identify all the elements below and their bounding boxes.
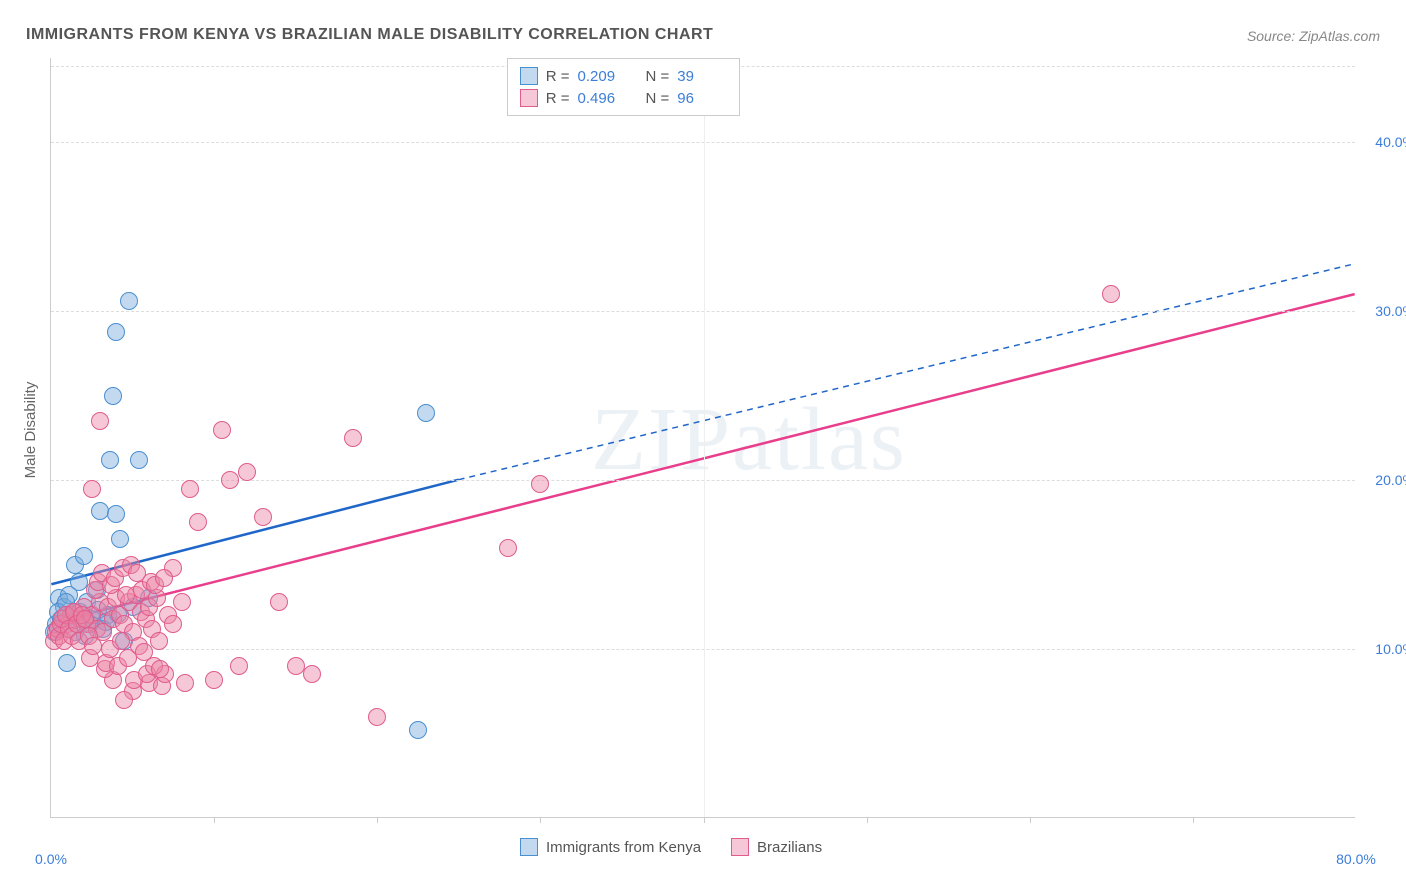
xtick-label: 80.0% bbox=[1336, 851, 1376, 867]
scatter-point-kenya bbox=[107, 323, 125, 341]
scatter-point-kenya bbox=[409, 721, 427, 739]
scatter-point-brazilians bbox=[221, 471, 239, 489]
scatter-point-brazilians bbox=[368, 708, 386, 726]
legend-swatch-brazilians bbox=[731, 838, 749, 856]
series-legend-label-brazilians: Brazilians bbox=[757, 839, 822, 856]
trendline-kenya-dashed bbox=[459, 264, 1355, 480]
y-axis-label: Male Disability bbox=[22, 382, 39, 479]
scatter-point-kenya bbox=[417, 404, 435, 422]
series-legend: Immigrants from Kenya Brazilians bbox=[520, 838, 822, 856]
scatter-point-brazilians bbox=[213, 421, 231, 439]
scatter-point-brazilians bbox=[230, 657, 248, 675]
scatter-point-brazilians bbox=[1102, 285, 1120, 303]
scatter-point-brazilians bbox=[270, 593, 288, 611]
n-label: N = bbox=[646, 68, 670, 85]
xtick-minor bbox=[377, 817, 378, 823]
scatter-point-brazilians bbox=[531, 475, 549, 493]
scatter-point-brazilians bbox=[344, 429, 362, 447]
scatter-point-brazilians bbox=[83, 480, 101, 498]
legend-swatch-kenya bbox=[520, 67, 538, 85]
xtick-minor bbox=[867, 817, 868, 823]
xtick-minor bbox=[1193, 817, 1194, 823]
scatter-point-brazilians bbox=[91, 412, 109, 430]
xtick-minor bbox=[540, 817, 541, 823]
xtick-label: 0.0% bbox=[35, 851, 67, 867]
scatter-point-brazilians bbox=[205, 671, 223, 689]
correlation-legend-row-brazilians: R = 0.496 N = 96 bbox=[520, 87, 728, 109]
scatter-point-brazilians bbox=[254, 508, 272, 526]
chart-title: IMMIGRANTS FROM KENYA VS BRAZILIAN MALE … bbox=[26, 26, 713, 44]
scatter-point-kenya bbox=[101, 451, 119, 469]
xtick-minor bbox=[214, 817, 215, 823]
plot-area: ZIPatlas 10.0%20.0%30.0%40.0%0.0%80.0% bbox=[50, 58, 1355, 818]
source-label: Source: bbox=[1247, 28, 1299, 44]
scatter-point-brazilians bbox=[499, 539, 517, 557]
watermark-text: ZIPatlas bbox=[591, 388, 907, 491]
scatter-point-kenya bbox=[111, 530, 129, 548]
scatter-point-kenya bbox=[91, 502, 109, 520]
scatter-point-kenya bbox=[58, 654, 76, 672]
n-value-brazilians: 96 bbox=[677, 90, 727, 107]
scatter-point-kenya bbox=[130, 451, 148, 469]
xtick-minor bbox=[704, 817, 705, 823]
correlation-legend: R = 0.209 N = 39 R = 0.496 N = 96 bbox=[507, 58, 741, 116]
scatter-point-brazilians bbox=[181, 480, 199, 498]
xtick-minor bbox=[1030, 817, 1031, 823]
legend-swatch-brazilians bbox=[520, 89, 538, 107]
r-value-brazilians: 0.496 bbox=[578, 90, 628, 107]
scatter-point-brazilians bbox=[155, 569, 173, 587]
scatter-point-brazilians bbox=[84, 637, 102, 655]
scatter-point-brazilians bbox=[151, 660, 169, 678]
scatter-point-brazilians bbox=[189, 513, 207, 531]
legend-swatch-kenya bbox=[520, 838, 538, 856]
ytick-label: 10.0% bbox=[1375, 641, 1406, 657]
scatter-point-brazilians bbox=[112, 632, 130, 650]
r-value-kenya: 0.209 bbox=[578, 68, 628, 85]
scatter-point-brazilians bbox=[117, 586, 135, 604]
r-label: R = bbox=[546, 68, 570, 85]
scatter-point-kenya bbox=[107, 505, 125, 523]
n-label: N = bbox=[646, 90, 670, 107]
scatter-point-kenya bbox=[120, 292, 138, 310]
scatter-point-brazilians bbox=[238, 463, 256, 481]
scatter-point-brazilians bbox=[176, 674, 194, 692]
series-legend-item-kenya: Immigrants from Kenya bbox=[520, 838, 701, 856]
r-label: R = bbox=[546, 90, 570, 107]
scatter-point-brazilians bbox=[287, 657, 305, 675]
ytick-label: 30.0% bbox=[1375, 303, 1406, 319]
scatter-point-brazilians bbox=[303, 665, 321, 683]
scatter-point-brazilians bbox=[76, 610, 94, 628]
scatter-point-kenya bbox=[75, 547, 93, 565]
source-attribution: Source: ZipAtlas.com bbox=[1247, 28, 1380, 44]
scatter-point-brazilians bbox=[164, 615, 182, 633]
source-name: ZipAtlas.com bbox=[1299, 28, 1380, 44]
series-legend-label-kenya: Immigrants from Kenya bbox=[546, 839, 701, 856]
scatter-point-kenya bbox=[104, 387, 122, 405]
gridline-vertical bbox=[704, 58, 705, 817]
correlation-legend-row-kenya: R = 0.209 N = 39 bbox=[520, 65, 728, 87]
scatter-point-brazilians bbox=[115, 691, 133, 709]
series-legend-item-brazilians: Brazilians bbox=[731, 838, 822, 856]
ytick-label: 40.0% bbox=[1375, 134, 1406, 150]
n-value-kenya: 39 bbox=[677, 68, 727, 85]
ytick-label: 20.0% bbox=[1375, 472, 1406, 488]
scatter-point-kenya bbox=[70, 573, 88, 591]
scatter-point-brazilians bbox=[150, 632, 168, 650]
scatter-point-brazilians bbox=[173, 593, 191, 611]
